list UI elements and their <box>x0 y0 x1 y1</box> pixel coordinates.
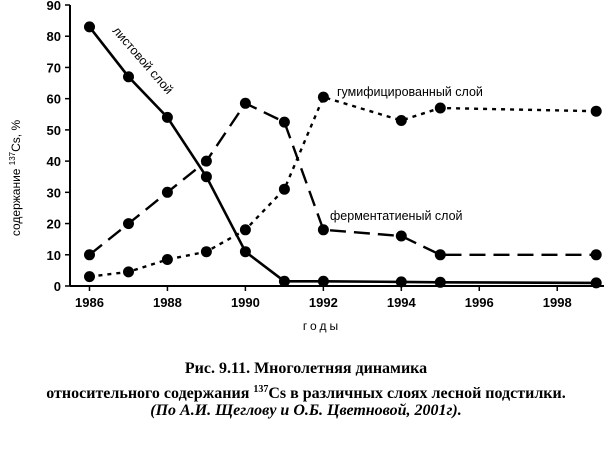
series-label-fermentation-layer: ферментатиеный слой <box>330 209 463 223</box>
series-2-point <box>161 186 173 198</box>
chart-axes <box>65 4 604 291</box>
series-1-point <box>317 91 329 103</box>
series-0-point <box>434 276 446 288</box>
y-tick-label: 10 <box>47 248 61 263</box>
series-2-point <box>395 230 407 242</box>
y-tick-label: 50 <box>47 123 61 138</box>
series-0-point <box>317 275 329 287</box>
series-2-point <box>590 249 602 261</box>
y-tick-label: 30 <box>47 185 61 200</box>
x-tick-label: 1988 <box>153 295 182 310</box>
series-0-point <box>200 171 212 183</box>
series-line-2 <box>88 102 597 256</box>
y-tick-label: 0 <box>54 279 61 294</box>
figure-caption-subtitle: относительного содержания 137Cs в различ… <box>46 384 566 402</box>
x-tick-label: 1998 <box>543 295 572 310</box>
series-1-point <box>590 105 602 117</box>
chart-tick-labels: 0 10 20 30 40 50 60 70 80 90 1986 1988 1990 1992 1994 1… <box>47 0 572 310</box>
chart: 0 10 20 30 40 50 60 70 80 90 1986 1988 1990 1992 1994 1… <box>8 0 604 333</box>
series-label-humified-layer: гумифицированный слой <box>337 85 483 99</box>
series-0-point <box>161 111 173 123</box>
chart-series-lines <box>88 26 597 285</box>
series-1-point <box>84 271 95 283</box>
x-tick-label: 1986 <box>75 295 104 310</box>
series-2-point <box>84 249 95 261</box>
series-2-point <box>239 97 251 109</box>
series-2-point <box>200 155 212 167</box>
x-tick-label: 1990 <box>231 295 260 310</box>
series-0-point <box>239 246 251 258</box>
series-1-point <box>161 254 173 265</box>
series-1-point <box>239 224 251 236</box>
y-tick-label: 80 <box>47 29 61 44</box>
x-tick-label: 1996 <box>465 295 494 310</box>
series-label-leaf-layer: листовой слой <box>110 24 176 97</box>
series-2-point <box>278 116 290 128</box>
chart-series-points <box>84 21 602 289</box>
y-tick-label: 70 <box>47 60 61 75</box>
figure-caption-source: (По А.И. Щеглову и О.Б. Цветновой, 2001г… <box>150 402 462 419</box>
figure-caption-title: Рис. 9.11. Многолетняя динамика <box>184 360 428 377</box>
series-1-point <box>434 102 446 114</box>
x-tick-label: 1994 <box>387 295 417 310</box>
series-1-point <box>278 183 290 195</box>
series-1-point <box>123 266 134 278</box>
x-tick-label: 1992 <box>309 295 338 310</box>
series-1-point <box>395 115 407 126</box>
series-0-point <box>84 21 95 33</box>
series-0-point <box>590 277 602 289</box>
series-1-point <box>200 246 212 258</box>
series-0-point <box>395 276 407 288</box>
y-tick-label: 60 <box>47 92 61 107</box>
series-line-1 <box>89 95 597 278</box>
x-axis-label: годы <box>303 319 341 333</box>
series-2-point <box>123 218 134 230</box>
series-2-point <box>317 224 329 236</box>
y-tick-label: 40 <box>47 154 61 169</box>
y-tick-label: 90 <box>47 0 61 13</box>
series-0-point <box>278 275 290 287</box>
series-0-point <box>123 71 134 83</box>
y-tick-label: 20 <box>47 217 61 232</box>
series-2-point <box>434 249 446 261</box>
y-axis-label: содержание 137Cs, % <box>8 120 23 237</box>
series-line-0 <box>88 26 597 285</box>
